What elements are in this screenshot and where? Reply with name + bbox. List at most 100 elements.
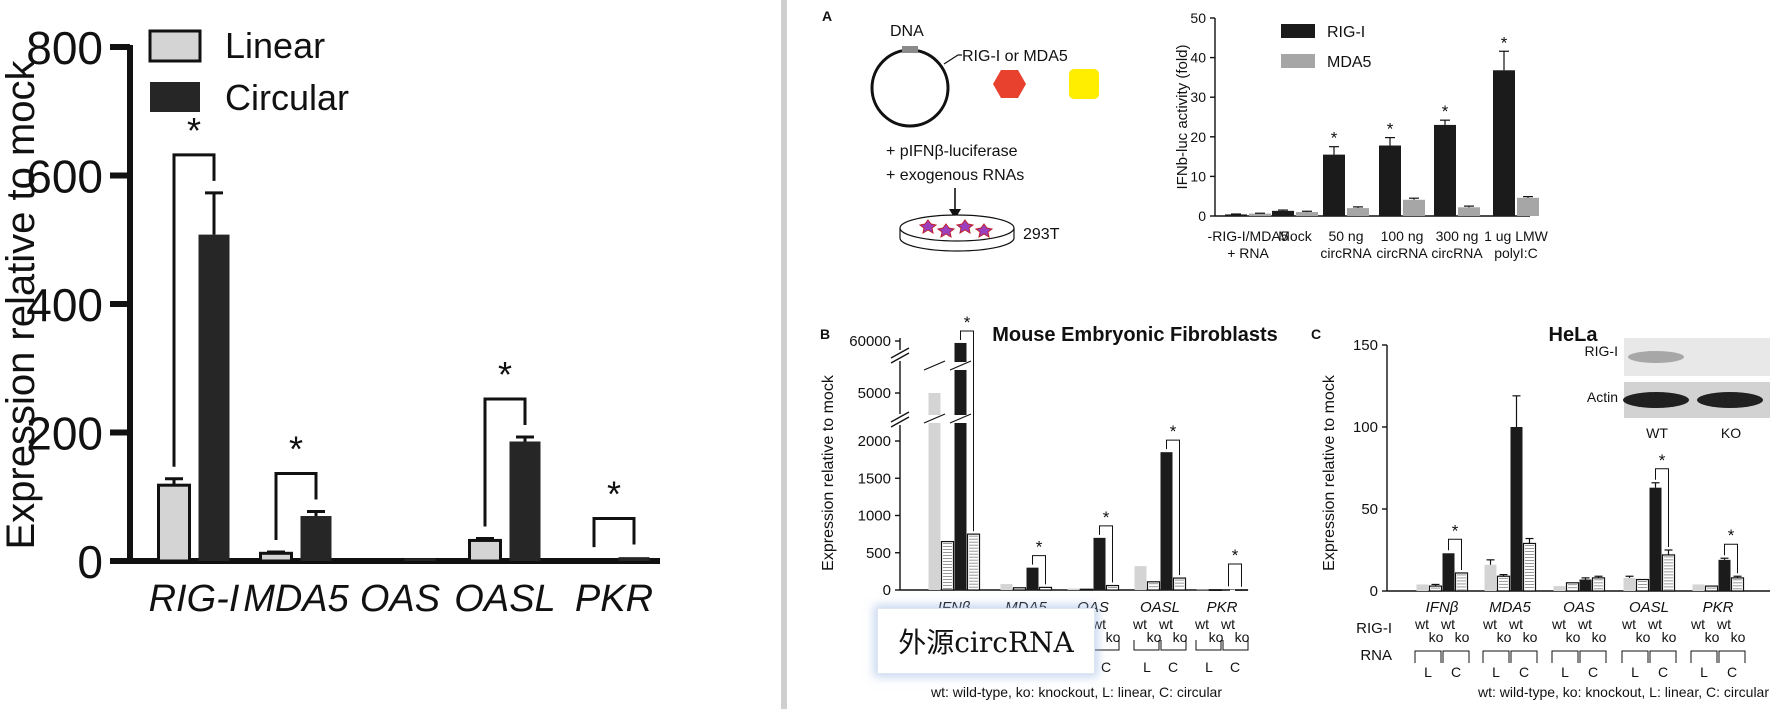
b-y-tick-label: 2000	[858, 433, 891, 450]
b-y-tick-label: 1500	[858, 470, 891, 487]
c-bar-wt-C	[1442, 553, 1455, 591]
blot-band-actin-wt	[1623, 392, 1689, 408]
c-row-label-rna: RNA	[1360, 647, 1392, 664]
a-bar-rig-i	[1272, 210, 1294, 216]
a-legend-label: RIG-I	[1327, 24, 1365, 41]
a-y-tick-label: 30	[1190, 89, 1206, 105]
a-significance-star: *	[1331, 129, 1338, 148]
a-bar-mda5	[1249, 213, 1271, 216]
c-label-ko: ko	[1731, 629, 1746, 645]
b-group-bracket	[1222, 640, 1249, 651]
c-label-c: C	[1519, 664, 1529, 680]
c-y-tick-label: 150	[1353, 337, 1378, 354]
c-group-bracket	[1482, 650, 1510, 663]
legend-label: Circular	[225, 77, 349, 118]
b-group-bracket	[1195, 640, 1222, 651]
cell-star-icon	[974, 223, 994, 239]
c-label-ko: ko	[1455, 629, 1470, 645]
b-label-wt: wt	[1158, 616, 1173, 632]
construct-label: RIG-I or MDA5	[962, 48, 1068, 65]
c-y-axis-label: Expression relative to mock	[1321, 374, 1338, 571]
significance-star: *	[607, 474, 621, 515]
b-axis-break-mark	[890, 352, 910, 364]
b-significance-bracket	[960, 330, 974, 532]
y-tick-label: 400	[26, 279, 103, 331]
b-footnote: wt: wild-type, ko: knockout, L: linear, …	[930, 684, 1222, 700]
legend-label: Linear	[225, 25, 325, 66]
bar-linear	[157, 483, 191, 563]
c-label-l: L	[1424, 664, 1432, 680]
b-bar-ko-L	[1208, 589, 1223, 591]
right-figure-panel: A B C DNA RIG-I or MDA5 + pIFNβ-luciferase + e…	[788, 0, 1779, 709]
c-label-c: C	[1588, 664, 1598, 680]
b-label-c: C	[1230, 659, 1240, 675]
c-chart-title: HeLa	[1549, 324, 1599, 346]
a-x-tick-label: 100 ng	[1381, 228, 1424, 244]
a-x-tick-label: Mock	[1278, 228, 1312, 244]
c-significance-star: *	[1452, 521, 1459, 540]
a-y-axis-label: IFNb-luc activity (fold)	[1174, 44, 1191, 189]
a-bar-mda5	[1517, 197, 1539, 216]
a-bar-rig-i	[1434, 124, 1456, 216]
cell-star-icon	[955, 219, 975, 235]
b-bar-ko-L	[1012, 587, 1027, 591]
c-significance-bracket	[1448, 538, 1462, 570]
a-x-tick-label: polyI:C	[1494, 245, 1538, 261]
a-x-tick-label: 1 ug LMW	[1484, 228, 1549, 244]
left-chart-panel: 0 200 400 600 800 Expression relative to mock…	[0, 0, 780, 709]
a-bar-rig-i	[1379, 145, 1401, 216]
b-bar-ko-L	[1079, 588, 1094, 591]
c-label-wt: wt	[1482, 616, 1497, 632]
a-bar-mda5	[1403, 199, 1425, 216]
b-bar-wt-L	[1067, 588, 1080, 590]
bar-linear	[259, 551, 293, 563]
a-y-tick-label: 0	[1198, 208, 1206, 224]
b-bar-ko-C	[1234, 589, 1249, 591]
c-label-l: L	[1700, 664, 1708, 680]
cell-star-icon	[918, 219, 938, 235]
blot-row-label-rig-i: RIG-I	[1585, 343, 1618, 359]
legend-swatch-circular	[150, 82, 200, 112]
c-label-wt: wt	[1551, 616, 1566, 632]
b-axis-break-mark	[890, 347, 910, 359]
c-x-tick-label: PKR	[1703, 599, 1734, 616]
c-label-wt: wt	[1440, 616, 1455, 632]
b-bar-wt-C	[1026, 567, 1039, 590]
c-significance-star: *	[1728, 526, 1735, 545]
c-bar-ko-C	[1522, 542, 1537, 592]
c-x-tick-label: OASL	[1629, 599, 1669, 616]
b-significance-bracket	[1032, 555, 1046, 585]
b-bar-wt-L	[1000, 584, 1013, 590]
b-bar-wt-C	[954, 342, 967, 590]
bar-linear	[577, 558, 611, 563]
a-x-tick-label: circRNA	[1376, 245, 1428, 261]
panel-divider	[781, 0, 787, 709]
c-label-ko: ko	[1662, 629, 1677, 645]
a-legend-swatch-mda5	[1281, 54, 1315, 68]
mda5-square-icon	[1069, 69, 1099, 99]
blot-row-label-actin: Actin	[1587, 389, 1618, 405]
b-bar-break-mark	[923, 413, 946, 424]
a-bar-rig-i	[1225, 214, 1247, 216]
c-row-label-rig-i: RIG-I	[1356, 620, 1392, 637]
bar-circular	[404, 558, 436, 561]
bar-circular	[300, 516, 332, 561]
bar-linear	[363, 558, 397, 563]
c-bar-wt-L	[1692, 584, 1705, 591]
b-bar-ko-C	[1038, 586, 1053, 591]
x-tick-label: PKR	[575, 578, 653, 620]
a-bar-rig-i	[1493, 70, 1515, 216]
b-label-ko: ko	[1235, 629, 1250, 645]
a-significance-star: *	[1387, 120, 1394, 139]
b-bar-wt-L	[1134, 566, 1147, 590]
b-y-tick-label: 500	[866, 545, 891, 562]
c-group-bracket	[1414, 650, 1442, 663]
b-label-ko: ko	[1106, 629, 1121, 645]
c-bar-wt-L	[1623, 577, 1636, 591]
c-group-bracket	[1690, 650, 1718, 663]
c-label-wt: wt	[1647, 616, 1662, 632]
c-bar-wt-C	[1579, 579, 1592, 591]
b-y-tick-label: 0	[883, 582, 891, 599]
y-tick-label: 0	[77, 536, 103, 588]
